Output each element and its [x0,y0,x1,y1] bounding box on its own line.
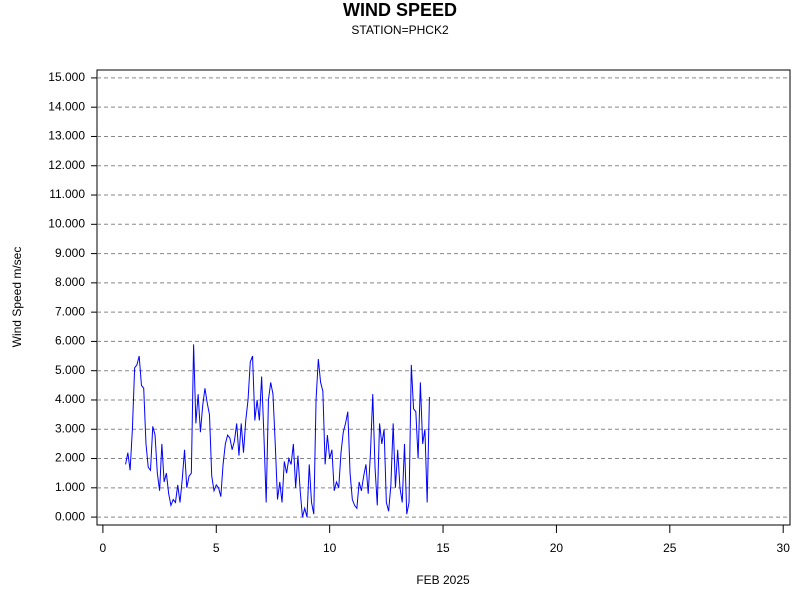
plot-frame [96,69,791,526]
y-tick-label: 5.000 [55,363,85,377]
x-tick-label: 0 [100,541,107,555]
data-line [125,344,430,518]
y-tick-label: 8.000 [55,275,85,289]
y-tick-label: 11.000 [49,187,85,201]
x-tick-label: 30 [777,541,791,555]
x-axis-label: FEB 2025 [416,573,470,587]
x-tick-label: 15 [436,541,450,555]
y-tick-label: 3.000 [55,421,85,435]
y-tick-label: 4.000 [55,392,85,406]
x-tick-label: 10 [323,541,337,555]
chart-subtitle: STATION=PHCK2 [351,23,449,37]
y-tick-label: 10.000 [48,216,85,230]
x-tick-label: 5 [213,541,220,555]
y-tick-label: 0.000 [55,509,85,523]
y-tick-label: 9.000 [55,246,85,260]
y-tick-label: 6.000 [55,334,85,348]
chart-title: WIND SPEED [343,0,457,20]
y-tick-label: 14.000 [48,99,85,113]
y-tick-label: 2.000 [55,451,85,465]
y-tick-label: 15.000 [48,70,85,84]
y-tick-label: 7.000 [55,304,85,318]
y-tick-label: 13.000 [48,129,85,143]
x-tick-label: 25 [663,541,677,555]
y-tick-label: 1.000 [55,480,85,494]
y-tick-label: 12.000 [48,158,85,172]
y-axis-label: Wind Speed m/sec [10,247,24,348]
x-tick-label: 20 [550,541,564,555]
